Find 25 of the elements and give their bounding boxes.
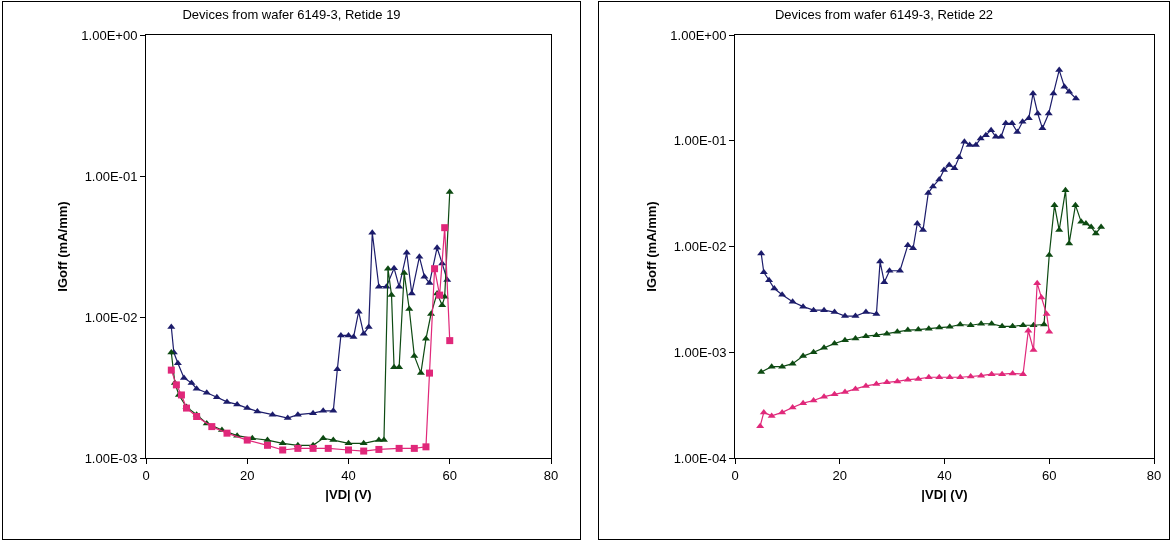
- y-tick-label: 1.00E-03: [84, 450, 138, 466]
- x-tick-label: 80: [543, 467, 559, 483]
- x-axis-title: |VD| (V): [921, 487, 968, 503]
- y-tick-label: 1.00E+00: [81, 27, 138, 43]
- x-tick-label: 0: [142, 467, 150, 483]
- chart-title: Devices from wafer 6149-3, Retide 22: [774, 7, 994, 23]
- y-axis-title: IGoff (mA/mm): [644, 201, 660, 292]
- chart-title: Devices from wafer 6149-3, Retide 19: [182, 7, 401, 23]
- x-tick-label: 40: [937, 467, 952, 483]
- y-tick-label: 1.00E-01: [84, 168, 138, 184]
- x-tick-label: 60: [1042, 467, 1057, 483]
- y-axis-title: IGoff (mA/mm): [55, 201, 71, 292]
- x-tick-label: 0: [731, 467, 739, 483]
- y-tick-label: 1.00E-02: [673, 239, 727, 255]
- y-tick-label: 1.00E-04: [673, 450, 727, 466]
- y-tick-label: 1.00E-03: [673, 344, 727, 360]
- x-axis-title: |VD| (V): [325, 487, 372, 503]
- x-tick-label: 80: [1146, 467, 1162, 483]
- x-tick-label: 40: [341, 467, 356, 483]
- y-tick-label: 1.00E-02: [84, 309, 138, 325]
- y-tick-label: 1.00E-01: [673, 133, 727, 149]
- y-tick-label: 1.00E+00: [670, 27, 727, 43]
- x-tick-label: 20: [240, 467, 255, 483]
- x-tick-label: 20: [832, 467, 847, 483]
- x-tick-label: 60: [442, 467, 457, 483]
